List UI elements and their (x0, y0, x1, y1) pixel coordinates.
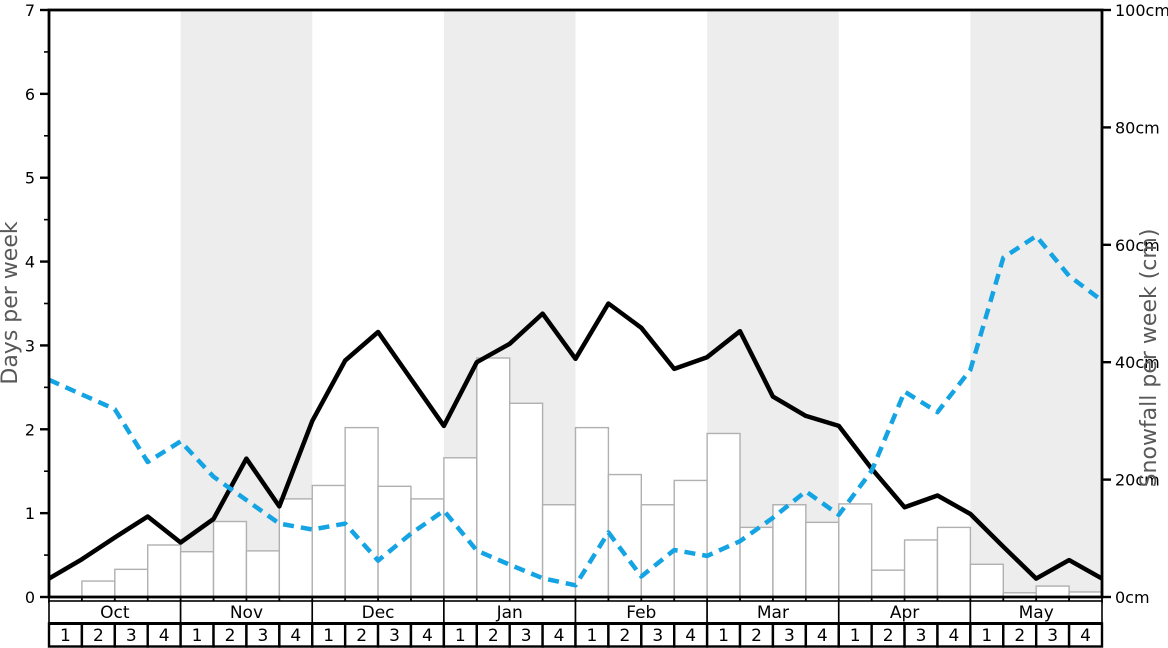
week-number-label: 2 (1014, 626, 1025, 646)
histogram-bar (245, 550, 281, 598)
week-number-label: 3 (1047, 626, 1058, 646)
histogram-bar (344, 426, 379, 598)
week-number-label: 1 (981, 626, 992, 646)
histogram-bar (147, 544, 182, 598)
histogram-bar (574, 426, 610, 598)
month-shading-bands (180, 10, 1102, 597)
week-number-label: 2 (93, 626, 104, 646)
week-number-label: 2 (883, 626, 894, 646)
week-number-label: 2 (356, 626, 367, 646)
week-number-label: 1 (60, 626, 71, 646)
week-number-label: 2 (751, 626, 762, 646)
histogram-bar (936, 526, 972, 598)
week-number-label: 1 (718, 626, 729, 646)
week-number-label: 3 (652, 626, 663, 646)
histogram-bar (772, 504, 807, 598)
right-axis-tick-label: 20cm (1115, 471, 1160, 490)
histogram-bar (179, 551, 215, 598)
week-number-label: 4 (817, 626, 828, 646)
left-axis-tick-label: 5 (25, 169, 35, 188)
week-number-label: 4 (685, 626, 696, 646)
histogram-bar (870, 569, 906, 598)
week-number-label: 1 (587, 626, 598, 646)
week-number-label: 3 (784, 626, 795, 646)
histogram-bar (311, 484, 346, 598)
left-axis-title: Days per week (0, 221, 23, 384)
week-number-label: 4 (554, 626, 565, 646)
right-axis-tick-label: 40cm (1115, 353, 1160, 372)
right-axis-title: Snowfall per week (cm) (1137, 229, 1162, 488)
histogram-bar (640, 504, 675, 598)
left-axis-tick-label: 4 (25, 253, 35, 272)
right-axis-tick-label: 100cm (1115, 1, 1168, 20)
plot-border (47, 8, 1104, 599)
histogram-bar (838, 503, 873, 598)
week-number-label: 4 (159, 626, 170, 646)
week-number-label: 4 (290, 626, 301, 646)
week-number-label: 1 (192, 626, 203, 646)
histogram-bar (81, 580, 116, 598)
data-lines (47, 233, 1104, 588)
histogram-bars (81, 357, 1103, 598)
month-label: Dec (362, 603, 395, 623)
right-axis-tick-label: 80cm (1115, 118, 1160, 137)
histogram-bar (476, 357, 511, 598)
week-number-label: 3 (126, 626, 137, 646)
histogram-bar (673, 479, 708, 598)
histogram-bar (1035, 585, 1070, 598)
left-axis-tick-label: 3 (25, 336, 35, 355)
month-label: May (1019, 603, 1054, 623)
week-number-label: 3 (257, 626, 268, 646)
week-number-label: 3 (916, 626, 927, 646)
snowfall-per-week-line (48, 233, 1104, 588)
week-number-label: 1 (323, 626, 334, 646)
histogram-bar (278, 498, 313, 598)
histogram-bar (212, 520, 248, 598)
left-axis-tick-label: 2 (25, 420, 35, 439)
month-label: Mar (757, 603, 789, 623)
histogram-bar (114, 568, 149, 598)
histogram-bar (903, 539, 939, 598)
month-label: Nov (230, 603, 263, 623)
week-number-label: 1 (850, 626, 861, 646)
plot-frame (47, 8, 1104, 599)
week-number-label: 2 (619, 626, 630, 646)
histogram-bar (805, 521, 840, 598)
month-week-table: Oct Nov Dec Jan Feb Mar Apr May 1 2 3 4 1 2 3 4 1 2 3 4 1 2 3 4… (47, 600, 1104, 648)
week-number-label: 3 (521, 626, 532, 646)
week-number-label: 4 (422, 626, 433, 646)
week-number-label: 2 (488, 626, 499, 646)
histogram-bar (377, 485, 412, 598)
days-of-snowfall-line (47, 301, 1104, 581)
month-label: Oct (100, 603, 130, 623)
left-axis-tick-label: 7 (25, 1, 35, 20)
histogram-bar (706, 432, 741, 598)
month-band-may (970, 10, 1102, 597)
month-label: Feb (626, 603, 656, 623)
right-axis-tick-label: 60cm (1115, 236, 1160, 255)
week-number-label: 4 (949, 626, 960, 646)
left-axis-tick-label: 0 (25, 588, 35, 607)
left-axis-tick-label: 1 (25, 504, 35, 523)
month-label: Apr (890, 603, 919, 623)
right-axis-tick-label: 0cm (1115, 588, 1150, 607)
week-number-label: 3 (389, 626, 400, 646)
week-number-label: 1 (455, 626, 466, 646)
histogram-bar (969, 563, 1004, 598)
left-axis-tick-label: 6 (25, 85, 35, 104)
month-label: Jan (496, 603, 523, 623)
week-number-label: 4 (1080, 626, 1091, 646)
week-number-label: 2 (225, 626, 236, 646)
histogram-bar (739, 526, 774, 598)
